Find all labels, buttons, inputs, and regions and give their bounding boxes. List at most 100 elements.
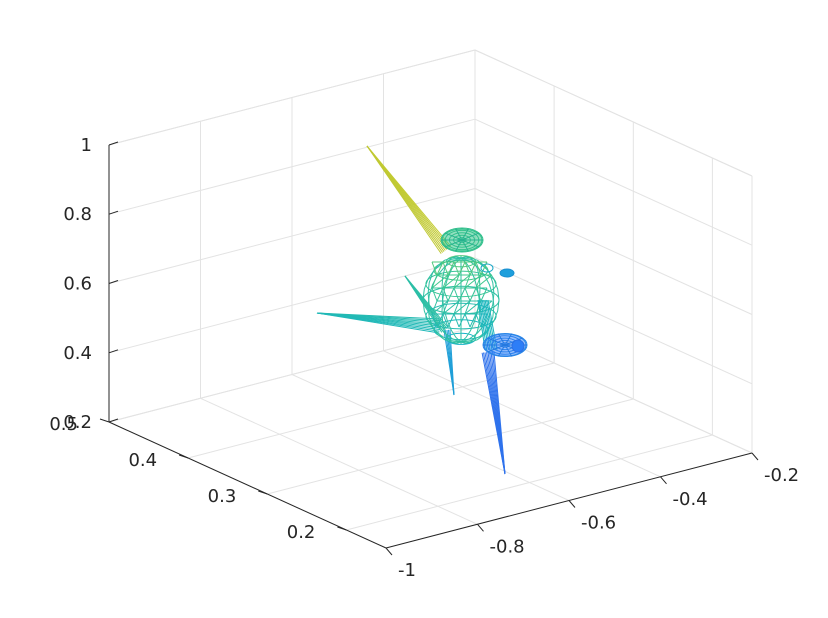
x-tick-label: -0.4 <box>673 489 708 510</box>
y-tick-mark <box>258 490 268 495</box>
hub-lattice <box>436 261 444 276</box>
hub-lattice <box>447 287 455 302</box>
grid-lines <box>108 49 753 549</box>
hub-lattice <box>447 313 455 328</box>
hub-lattice <box>453 274 471 289</box>
lower-knob <box>511 339 525 353</box>
lower-blade <box>493 351 506 475</box>
grid-line-backwall-z <box>108 118 476 215</box>
left-blade <box>316 312 440 334</box>
grid-line-floor-y <box>346 434 713 531</box>
box-edge <box>108 49 476 146</box>
grid-line-sidewall-z <box>474 188 753 315</box>
hub-lattice <box>442 287 449 302</box>
z-tick-label: 0.4 <box>63 343 92 364</box>
tick-marks <box>99 141 759 556</box>
lower-disc-spoke <box>487 337 506 346</box>
grid-line-backwall-z <box>108 326 476 423</box>
upper-disc-spoke <box>461 239 480 248</box>
hub-lattice <box>464 274 482 289</box>
hub-lattice <box>453 300 460 315</box>
z-tick-label: 1 <box>81 135 92 156</box>
upper-disc-spoke <box>461 232 480 241</box>
x-tick-mark <box>385 547 393 556</box>
hub-lattice <box>458 287 466 302</box>
hub-lattice <box>453 287 460 302</box>
hub-lattice <box>431 261 438 276</box>
hub-lattice <box>442 300 449 315</box>
grid-line-floor-x <box>383 350 661 478</box>
grid-line-floor-x <box>291 374 570 501</box>
grid-line-sidewall-z <box>474 118 753 246</box>
upper-disc-spoke <box>444 239 463 248</box>
tick-labels: -1-0.8-0.6-0.4-0.20.20.30.40.50.20.40.60… <box>49 135 799 581</box>
hub-lattice <box>453 313 460 328</box>
grid-line-sidewall-z <box>474 257 753 385</box>
y-tick-label: 0.5 <box>49 414 78 435</box>
hub-lattice <box>447 261 455 276</box>
z-tick-label: 0.2 <box>63 412 92 433</box>
hub-meridian <box>460 257 500 343</box>
y-tick-mark <box>99 418 110 423</box>
x-tick-mark <box>568 500 576 508</box>
x-tick-label: -0.6 <box>581 513 616 534</box>
axes <box>108 145 753 549</box>
upper-disc-spoke <box>455 228 463 241</box>
y-tick-label: 0.2 <box>287 522 316 543</box>
hub-meridian <box>427 257 462 343</box>
box-edge <box>474 49 753 177</box>
hub-lattice <box>453 274 460 289</box>
hub-lattice <box>431 300 449 315</box>
y-tick-mark <box>337 526 347 531</box>
lower-disc-spoke <box>497 333 506 346</box>
hub-lattice <box>431 313 438 328</box>
upper-blade <box>366 145 442 254</box>
hub-lattice <box>464 274 471 289</box>
hub-lattice <box>431 274 438 289</box>
lower-disc-spoke <box>487 344 506 353</box>
hub-lattice <box>442 274 449 289</box>
y-tick-label: 0.3 <box>208 486 237 507</box>
hub-lattice <box>469 287 477 302</box>
hub-lattice <box>464 261 471 276</box>
hub-lattice <box>464 313 471 328</box>
z-tick-mark <box>108 280 119 284</box>
hub-meridian <box>460 257 495 343</box>
hub-lattice <box>464 300 471 315</box>
hub-lattice <box>431 287 438 302</box>
x-tick-label: -1 <box>398 560 416 581</box>
upper-disc-spoke <box>461 239 469 252</box>
grid-line-backwall-z <box>108 257 476 354</box>
hub-lattice <box>475 261 482 276</box>
upper-disc-spoke <box>444 232 463 241</box>
z-tick-mark <box>108 141 119 146</box>
small-knob <box>480 263 494 273</box>
hub-lattice <box>442 261 449 276</box>
hub-lattice <box>442 313 449 328</box>
hub-lattice <box>453 261 460 276</box>
hub-lattice <box>475 274 493 289</box>
z-tick-label: 0.6 <box>63 274 92 295</box>
hub-lattice <box>469 261 477 276</box>
hub-lattice <box>469 313 477 328</box>
y-tick-label: 0.4 <box>128 450 157 471</box>
hub-lattice <box>475 300 493 315</box>
hub-lattice <box>442 300 460 315</box>
lower-disc-spoke <box>497 344 506 357</box>
hub-lattice <box>458 313 466 328</box>
x-tick-label: -0.2 <box>764 465 799 486</box>
hub-lattice <box>453 300 471 315</box>
upper-disc-spoke <box>461 228 469 241</box>
x-tick-label: -0.8 <box>490 536 525 557</box>
x-tick-mark <box>660 476 667 485</box>
hub-lattice <box>475 313 482 328</box>
z-tick-mark <box>108 210 119 215</box>
hub-lattice <box>436 287 444 302</box>
z-tick-mark <box>108 418 119 423</box>
z-tick-label: 0.8 <box>63 204 92 225</box>
hub-lattice <box>442 274 460 289</box>
hub-lattice <box>458 261 466 276</box>
upper-disc-spoke <box>455 239 463 252</box>
lower-disc-spoke <box>504 344 513 357</box>
